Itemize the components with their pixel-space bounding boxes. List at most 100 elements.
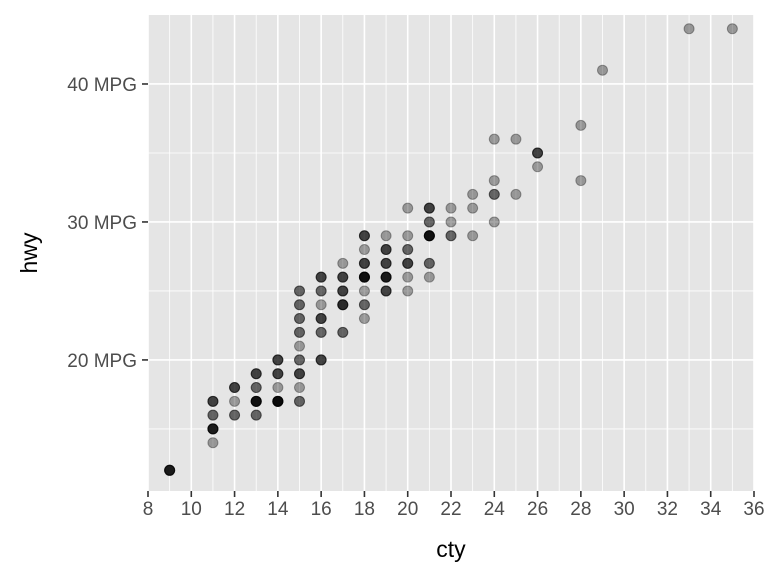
data-point <box>315 313 327 325</box>
data-point <box>575 175 587 187</box>
data-point <box>272 395 284 407</box>
data-point <box>380 230 392 242</box>
data-point <box>229 409 241 421</box>
data-point <box>164 464 176 476</box>
data-point <box>337 299 349 311</box>
data-point <box>358 299 370 311</box>
data-point <box>358 271 370 283</box>
x-tick-label: 26 <box>527 499 548 520</box>
data-point <box>272 395 284 407</box>
data-point <box>358 230 370 242</box>
data-point <box>423 230 435 242</box>
data-point <box>294 326 305 338</box>
data-point <box>272 354 284 366</box>
data-point <box>229 409 241 421</box>
data-point <box>467 230 479 242</box>
data-point <box>337 257 349 269</box>
data-point <box>337 299 349 311</box>
data-point <box>488 133 500 145</box>
data-point <box>488 175 500 187</box>
data-point <box>423 202 435 214</box>
data-point <box>423 202 435 214</box>
data-point <box>207 423 219 435</box>
y-tick-label: 30 MPG <box>67 213 137 234</box>
data-point <box>380 285 392 297</box>
data-point <box>272 395 284 407</box>
data-point <box>423 257 435 269</box>
data-point <box>358 257 370 269</box>
data-point <box>207 395 219 407</box>
data-point <box>445 230 457 242</box>
data-point <box>272 395 284 407</box>
data-point <box>207 437 219 449</box>
x-tick-label: 16 <box>311 499 332 520</box>
data-point <box>402 202 414 214</box>
data-point <box>597 64 608 76</box>
data-point <box>337 271 349 283</box>
data-point <box>358 271 370 283</box>
data-point <box>423 271 435 283</box>
data-point <box>402 271 414 283</box>
x-tick-label: 8 <box>143 499 154 520</box>
data-point <box>229 382 241 394</box>
x-axis: 8 10 12 14 16 18 20 22 24 26 28 30 32 34 36 <box>143 491 765 520</box>
x-tick-label: 22 <box>440 499 461 520</box>
data-point <box>294 395 305 407</box>
data-point <box>380 271 392 283</box>
data-point <box>315 326 327 338</box>
data-point <box>250 395 262 407</box>
data-point <box>726 23 738 35</box>
x-axis-title: cty <box>436 536 466 562</box>
data-point <box>575 119 587 131</box>
data-point <box>445 202 457 214</box>
data-point <box>315 285 327 297</box>
y-tick-label: 20 MPG <box>67 351 137 372</box>
data-point <box>380 271 392 283</box>
data-point <box>294 340 305 352</box>
data-point <box>294 382 305 394</box>
data-point <box>207 395 219 407</box>
data-point <box>683 23 695 35</box>
data-point <box>164 464 176 476</box>
data-point <box>315 354 327 366</box>
data-point <box>294 285 305 297</box>
data-point <box>337 271 349 283</box>
data-point <box>402 257 414 269</box>
x-tick-label: 34 <box>700 499 722 520</box>
data-point <box>423 257 435 269</box>
data-point <box>402 244 414 256</box>
data-point <box>315 285 327 297</box>
data-point <box>250 395 262 407</box>
data-point <box>358 271 370 283</box>
data-point <box>250 395 262 407</box>
data-point <box>207 409 219 421</box>
x-tick-label: 10 <box>181 499 202 520</box>
data-point <box>207 423 219 435</box>
x-tick-label: 28 <box>570 499 591 520</box>
data-point <box>207 423 219 435</box>
data-point <box>358 313 370 325</box>
data-point <box>532 147 544 159</box>
data-point <box>294 354 305 366</box>
data-point <box>164 464 176 476</box>
data-point <box>337 299 349 311</box>
data-point <box>488 216 500 228</box>
data-point <box>423 230 435 242</box>
data-point <box>358 230 370 242</box>
data-point <box>358 271 370 283</box>
data-point <box>272 368 284 380</box>
data-point <box>207 395 219 407</box>
data-point <box>423 202 435 214</box>
data-point <box>358 244 370 256</box>
data-point <box>337 299 349 311</box>
data-point <box>315 354 327 366</box>
data-point <box>272 354 284 366</box>
data-point <box>358 230 370 242</box>
data-point <box>207 409 219 421</box>
data-point <box>250 368 262 380</box>
data-point <box>337 285 349 297</box>
data-point <box>250 368 262 380</box>
data-point <box>315 299 327 311</box>
data-point <box>294 326 305 338</box>
